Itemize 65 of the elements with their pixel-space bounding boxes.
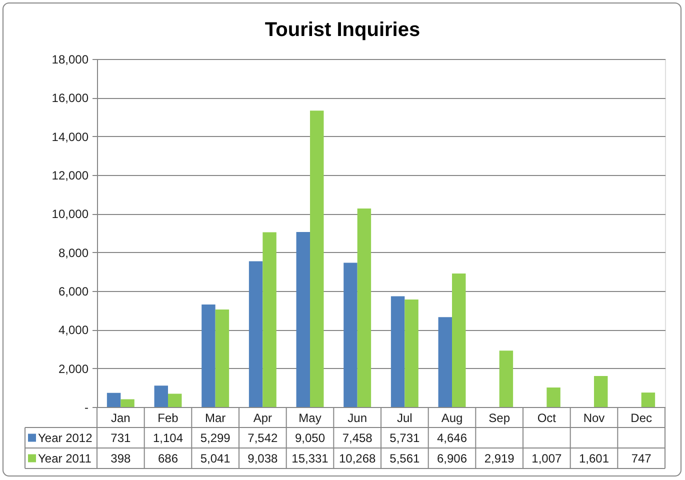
y-tick-label: 12,000 [52,168,89,182]
x-tick-label: Mar [204,410,226,425]
x-tick-label: Jun [348,410,368,425]
y-tick-label: 2,000 [58,362,89,376]
data-label: 747 [631,451,652,466]
y-tick-label: 10,000 [52,207,89,222]
bar [390,296,405,407]
data-label: 6,906 [436,451,468,466]
bar [215,310,230,407]
data-label: 4,646 [436,430,468,445]
data-label: 5,299 [200,430,231,445]
data-label: 15,331 [292,451,329,466]
y-tick-label: - [84,400,88,414]
x-tick-label: Oct [537,410,557,425]
x-tick-label: Sep [488,410,510,425]
data-label: 7,542 [248,430,278,445]
data-label: 1,007 [532,451,562,466]
x-tick-label: Jan [110,410,130,425]
bar [106,392,121,407]
bar [168,394,182,407]
x-tick-label: Nov [583,410,605,425]
data-label: 5,041 [200,451,231,466]
x-tick-label: May [298,410,322,425]
bar [248,261,263,407]
x-tick-label: Apr [253,410,272,425]
bar [452,273,466,407]
data-label: 686 [158,451,178,466]
data-label: 1,104 [152,430,184,445]
x-tick-label: Dec [630,410,652,425]
bar [357,208,372,407]
x-tick-label: Aug [441,410,463,425]
legend-label: Year 2011 [38,451,92,466]
data-label: 2,919 [484,451,515,466]
data-label: 398 [110,451,131,466]
bar [594,376,608,407]
bar [296,232,310,407]
x-tick-label: Jul [396,410,412,425]
data-label: 9,038 [248,451,278,466]
bar [310,110,324,407]
data-label: 1,601 [578,451,610,466]
bar [546,388,560,407]
chart-title: Tourist Inquiries [264,19,420,41]
bar [404,299,418,407]
y-tick-label: 4,000 [58,323,89,338]
bar [202,304,216,407]
y-tick-label: 6,000 [58,284,89,298]
bar [262,232,276,407]
data-label: 10,268 [338,451,376,466]
data-label: 7,458 [342,430,373,445]
data-label: 731 [110,430,131,445]
y-tick-label: 16,000 [52,91,89,106]
data-label: 9,050 [294,430,326,445]
data-label: 5,731 [390,430,420,445]
y-tick-label: 14,000 [52,130,89,144]
bar [120,399,134,407]
bar [438,317,452,407]
bar [499,350,514,407]
bar [154,386,168,407]
bar [641,392,656,407]
data-label: 5,561 [390,451,420,466]
bar [344,262,358,407]
x-tick-label: Feb [158,410,179,425]
y-tick-label: 8,000 [58,246,89,260]
y-tick-label: 18,000 [52,52,89,66]
legend-label: Year 2012 [38,430,93,445]
